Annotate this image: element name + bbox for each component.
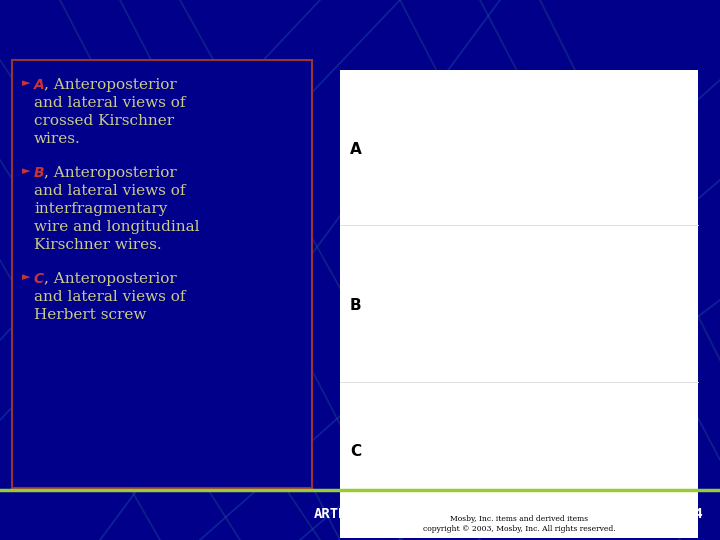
Text: 44: 44 (687, 507, 703, 521)
Text: Kirschner wires.: Kirschner wires. (34, 238, 161, 252)
Text: and lateral views of: and lateral views of (34, 290, 186, 304)
Text: A: A (350, 143, 361, 158)
Text: interfragmentary: interfragmentary (34, 202, 167, 216)
Bar (340, 70, 698, 538)
Text: , Anteroposterior: , Anteroposterior (44, 78, 176, 92)
Text: A: A (34, 78, 45, 92)
Text: C: C (350, 444, 361, 460)
Text: Herbert screw: Herbert screw (34, 308, 146, 322)
Text: ►: ► (22, 78, 30, 88)
Text: and lateral views of: and lateral views of (34, 184, 186, 198)
Text: B: B (34, 166, 45, 180)
Text: B: B (350, 298, 361, 313)
Text: ARTHRODESIS: ARTHRODESIS (314, 507, 406, 521)
Text: C: C (34, 272, 44, 286)
Text: Mosby, Inc. items and derived items
copyright © 2003, Mosby, Inc. All rights res: Mosby, Inc. items and derived items copy… (423, 515, 616, 532)
Text: and lateral views of: and lateral views of (34, 96, 186, 110)
Text: ►: ► (22, 166, 30, 176)
Text: wire and longitudinal: wire and longitudinal (34, 220, 199, 234)
Text: , Anteroposterior: , Anteroposterior (44, 272, 176, 286)
Text: crossed Kirschner: crossed Kirschner (34, 114, 174, 128)
Text: ►: ► (22, 272, 30, 282)
Bar (12, 60, 312, 488)
Text: , Anteroposterior: , Anteroposterior (44, 166, 176, 180)
Text: wires.: wires. (34, 132, 81, 146)
